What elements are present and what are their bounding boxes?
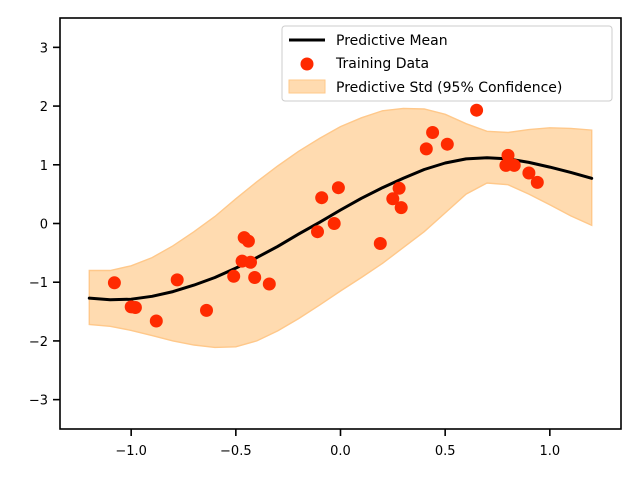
training-data-point (501, 148, 515, 162)
training-data-point (373, 237, 387, 250)
y-tick-label: 1 (40, 159, 48, 174)
training-data-point (170, 273, 184, 287)
training-data-point (311, 225, 324, 239)
x-axis: −1.0 −0.5 0.0 0.5 1.0 (115, 429, 560, 459)
legend-box (281, 25, 613, 102)
x-tick-label: 0.0 (330, 444, 351, 459)
training-data-point (530, 175, 544, 189)
y-tick-label: 3 (40, 41, 48, 56)
legend-data-swatch (300, 57, 314, 71)
training-data-point (200, 303, 213, 317)
y-tick-label: −2 (29, 335, 48, 350)
training-data-point (470, 103, 484, 117)
legend: Predictive Mean Training Data Predictive… (281, 25, 613, 102)
training-data-point (386, 192, 400, 206)
legend-band-swatch (288, 79, 326, 94)
training-data-point (419, 142, 433, 156)
training-data-point (394, 201, 408, 215)
plot-content (87, 103, 594, 349)
training-data-point (227, 269, 241, 283)
y-tick-label: 0 (40, 218, 48, 233)
x-tick-label: 0.5 (435, 444, 456, 459)
training-data-point (128, 301, 142, 314)
confidence-band (88, 107, 593, 349)
training-data-point (107, 276, 121, 290)
training-data-point (327, 217, 341, 230)
training-data-point (315, 191, 329, 205)
training-data-point (149, 314, 163, 328)
x-tick-label: −1.0 (115, 444, 147, 459)
y-tick-label: 2 (40, 100, 48, 115)
y-tick-label: −3 (29, 394, 48, 409)
x-tick-label: 1.0 (539, 444, 560, 459)
training-data-point (248, 271, 262, 284)
y-axis: −3 −2 −1 0 1 2 3 (29, 41, 60, 409)
x-tick-label: −0.5 (220, 444, 252, 459)
training-data-point (392, 181, 406, 195)
training-data-point (440, 137, 454, 151)
legend-mean-label: Predictive Mean (336, 33, 448, 49)
training-data-point (331, 181, 345, 195)
training-data-point (426, 126, 440, 139)
training-data-point (262, 277, 276, 291)
training-data-points (107, 103, 544, 328)
training-data-point (241, 234, 255, 248)
y-tick-label: −1 (29, 276, 48, 291)
training-data-point (244, 255, 257, 269)
training-data-point (507, 158, 521, 172)
legend-band-label: Predictive Std (95% Confidence) (336, 80, 562, 96)
legend-data-label: Training Data (335, 56, 429, 72)
training-data-point (522, 166, 536, 180)
